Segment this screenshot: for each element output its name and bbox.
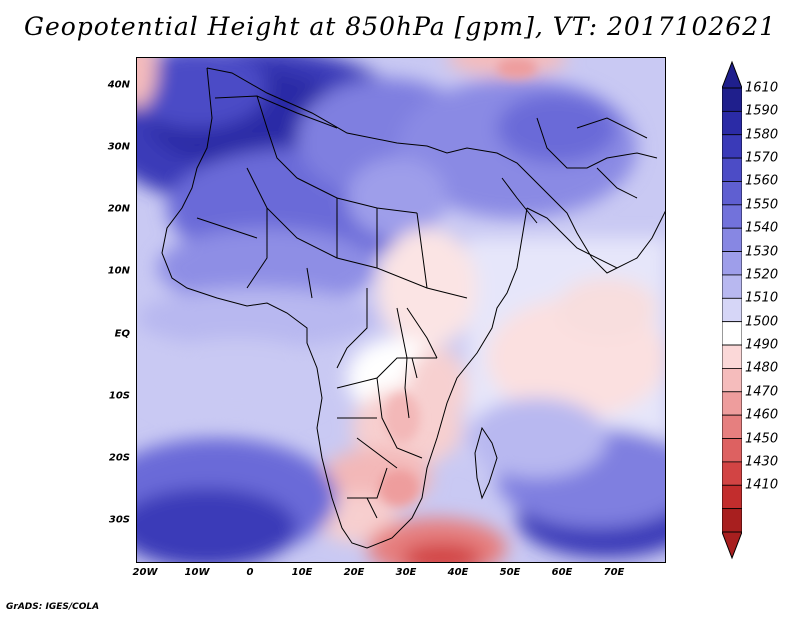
lat-tick-label: 30N: [107, 141, 130, 153]
lon-tick-label: 10W: [184, 567, 210, 578]
colorbar-cell: [722, 321, 742, 346]
map-panel: [136, 57, 666, 563]
lon-tick-label: 20W: [132, 567, 158, 578]
lon-tick-label: 50E: [499, 567, 521, 578]
colorbar-label: 1540: [745, 220, 779, 236]
colorbar-cell: [722, 181, 742, 206]
lon-tick-label: 10E: [291, 567, 313, 578]
colorbar-label: 1450: [745, 431, 779, 447]
map-canvas: [137, 58, 665, 562]
colorbar-bottom-arrow: [722, 531, 742, 560]
colorbar: [722, 60, 742, 560]
lat-tick-label: 30S: [108, 514, 130, 526]
colorbar-label: 1550: [745, 197, 779, 213]
colorbar-cell: [722, 204, 742, 229]
height-field: [137, 58, 665, 562]
colorbar-label: 1470: [745, 384, 779, 400]
lat-tick-label: EQ: [114, 328, 130, 340]
map-title: Geopotential Height at 850hPa [gpm], VT:…: [23, 12, 777, 41]
colorbar-cell: [722, 110, 742, 136]
colorbar-cell: [722, 344, 742, 369]
colorbar-label: 1480: [745, 360, 779, 376]
colorbar-cell: [722, 87, 742, 112]
colorbar-label: 1520: [745, 267, 779, 283]
colorbar-cell: [722, 251, 742, 276]
colorbar-cell: [722, 368, 742, 393]
colorbar-top-arrow: [722, 60, 742, 89]
colorbar-cell: [722, 484, 742, 510]
lat-tick-label: 20S: [108, 452, 130, 464]
lon-tick-label: 0: [246, 567, 254, 578]
colorbar-cell: [722, 461, 742, 486]
colorbar-cell: [722, 227, 742, 252]
colorbar-label: 1580: [745, 127, 779, 143]
colorbar-cell: [722, 438, 742, 463]
lon-tick-label: 60E: [551, 567, 573, 578]
lat-tick-label: 10S: [108, 390, 130, 402]
colorbar-cell: [722, 157, 742, 182]
colorbar-label: 1610: [745, 80, 779, 96]
colorbar-cell: [722, 414, 742, 439]
lat-tick-label: 10N: [107, 265, 130, 277]
colorbar-label: 1460: [745, 407, 779, 423]
lat-tick-label: 40N: [107, 79, 130, 91]
colorbar-label: 1410: [745, 477, 779, 493]
colorbar-label: 1530: [745, 244, 779, 260]
grads-credit: GrADS: IGES/COLA: [6, 602, 100, 612]
colorbar-label: 1590: [745, 103, 779, 119]
coastlines: [161, 67, 665, 549]
colorbar-label: 1500: [745, 314, 779, 330]
colorbar-cell: [722, 508, 742, 533]
lon-tick-label: 70E: [603, 567, 625, 578]
lon-tick-label: 20E: [343, 567, 365, 578]
colorbar-cell: [722, 297, 742, 323]
colorbar-label: 1510: [745, 290, 779, 306]
colorbar-cell: [722, 274, 742, 299]
lon-tick-label: 40E: [447, 567, 469, 578]
colorbar-cell: [722, 134, 742, 159]
lat-tick-label: 20N: [107, 203, 130, 215]
colorbar-label: 1570: [745, 150, 779, 166]
colorbar-label: 1490: [745, 337, 779, 353]
colorbar-label: 1430: [745, 454, 779, 470]
colorbar-cell: [722, 391, 742, 416]
lon-tick-label: 30E: [395, 567, 417, 578]
height-field-detail: [379, 58, 537, 506]
colorbar-label: 1560: [745, 173, 779, 189]
